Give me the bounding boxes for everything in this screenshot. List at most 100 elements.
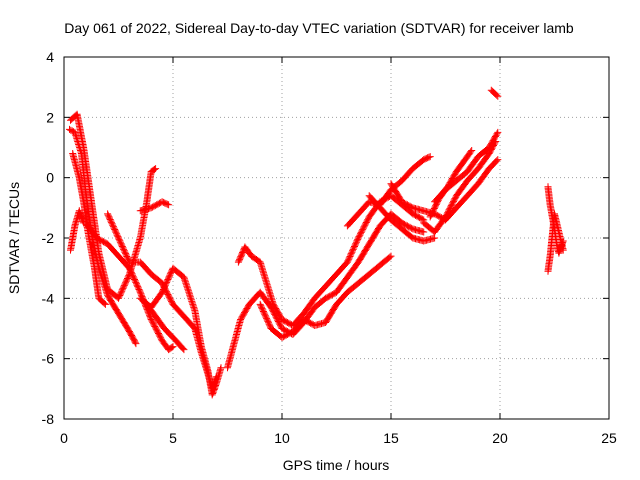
data-point [151,165,158,173]
data-point [425,153,433,161]
data-point [163,278,171,286]
data-point [168,343,176,351]
y-tick-label: -2 [42,230,55,246]
chart-title: Day 061 of 2022, Sidereal Day-to-day VTE… [64,20,574,36]
data-point [128,270,136,278]
y-tick-label: -4 [42,290,55,306]
data-point [119,244,127,252]
data-point [468,147,476,154]
data-point [180,346,188,354]
data-point [134,284,142,292]
data-point [112,228,120,236]
data-point [467,148,475,156]
data-point [165,201,173,209]
data-point [131,277,139,285]
data-point [259,306,267,314]
data-point [166,295,174,303]
data-point [106,214,113,222]
data-point [559,237,567,245]
data-point [100,299,108,307]
data-point [169,343,177,351]
data-point [494,92,502,100]
data-point [494,156,502,164]
data-point [165,273,173,281]
plot-frame [63,56,610,420]
x-tick-label: 10 [274,430,290,446]
data-point [217,364,225,372]
x-tick-label: 0 [60,430,68,446]
y-tick-label: 4 [46,49,54,65]
data-point [115,235,123,243]
data-point [120,283,128,291]
data-point [122,250,130,258]
data-point [349,247,356,255]
data-point [163,200,171,208]
y-tick-label: -8 [42,411,55,427]
data-point [101,300,109,308]
data-point [431,234,439,242]
data-point [122,251,130,259]
data-points [66,86,567,399]
data-point [352,240,360,248]
x-tick-label: 25 [601,430,617,446]
y-tick-label: 2 [46,109,54,125]
data-point [386,253,394,261]
data-point [262,313,270,321]
data-point [106,216,114,223]
data-point [109,223,117,231]
x-tick-label: 5 [169,430,177,446]
data-point [265,320,273,328]
data-point [261,312,269,320]
data-point [155,331,163,339]
data-point [116,237,124,245]
data-point [127,268,135,276]
x-tick-label: 15 [383,430,399,446]
data-point [131,276,138,283]
data-point [179,345,187,352]
data-point [258,305,266,313]
data-point [493,157,501,165]
data-point [346,253,354,260]
y-tick-label: 0 [46,170,54,186]
data-point [426,153,434,161]
data-point [124,275,131,282]
data-point [418,215,426,223]
data-point [131,338,139,346]
y-tick-label: -6 [42,351,55,367]
x-tick-label: 20 [492,430,508,446]
data-point [493,130,501,138]
data-point [134,283,142,291]
data-point [116,290,124,298]
data-point [166,271,174,279]
data-point [162,280,170,288]
data-point [358,227,366,235]
data-point [494,128,502,136]
data-point [113,230,121,238]
data-point [132,340,140,348]
ticks: 0 5 10 15 20 25 -8 -6 -4 -2 0 2 4 [42,49,617,446]
x-axis-label: GPS time / hours [283,457,390,473]
data-point [493,91,501,99]
data-point [159,287,167,295]
data-point [444,207,452,215]
data-point [159,286,167,293]
data-point [167,296,175,304]
data-point [352,238,360,246]
data-point [387,252,395,260]
data-point [109,221,117,229]
y-axis-label: SDTVAR / TECUs [6,182,22,294]
data-point [265,319,272,327]
data-point [444,209,452,217]
grid [64,57,609,419]
data-point [136,288,144,296]
data-point [345,254,353,262]
data-point [118,243,126,250]
data-point [123,276,131,284]
data-point [359,226,367,234]
data-point [156,332,164,340]
data-point [117,289,125,297]
data-point [420,228,428,236]
data-point [152,165,160,173]
data-point [120,282,128,290]
